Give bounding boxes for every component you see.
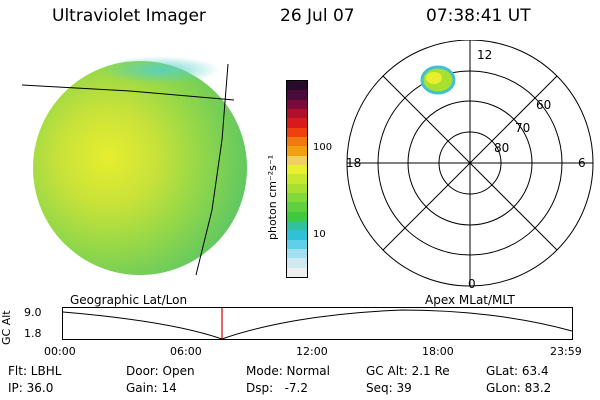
mlt-label-6: 6 <box>578 156 586 170</box>
status-glon: GLon: 83.2 <box>486 381 552 395</box>
altitude-curve <box>62 309 573 340</box>
colorbar-segment <box>287 248 307 259</box>
mlat-label-80: 80 <box>494 141 509 155</box>
geographic-label: Geographic Lat/Lon <box>70 293 188 307</box>
mlt-label-0: 0 <box>468 277 476 290</box>
colorbar-segment <box>287 146 307 156</box>
colorbar-segment <box>287 211 307 221</box>
colorbar-tick-100: 100 <box>313 142 333 153</box>
time-tick-1800: 18:00 <box>422 345 454 358</box>
status-glat: GLat: 63.4 <box>486 364 549 378</box>
polar-auroral-core <box>426 72 442 84</box>
colorbar-segment <box>287 258 307 268</box>
colorbar-segment <box>287 174 307 184</box>
polar-mlat-mlt-plot: 12 18 6 0 60 70 80 <box>346 40 594 290</box>
apex-label: Apex MLat/MLT <box>425 293 515 307</box>
time-tick-0600: 06:00 <box>170 345 202 358</box>
time-label: 07:38:41 UT <box>426 6 531 26</box>
mlt-label-18: 18 <box>346 156 361 170</box>
status-seq: Seq: 39 <box>366 381 412 395</box>
gc-alt-axis-label: GC Alt <box>0 310 13 345</box>
mlat-label-60: 60 <box>536 98 551 112</box>
polar-axis-diag-2 <box>382 75 558 251</box>
date-label: 26 Jul 07 <box>280 6 355 26</box>
colorbar-segment <box>287 230 307 240</box>
mlat-label-70: 70 <box>515 121 530 135</box>
color-scale-bar <box>286 80 308 278</box>
alt-tick-high: 9.0 <box>24 306 42 319</box>
status-dsp: Dsp: -7.2 <box>246 381 309 395</box>
colorbar-segment <box>287 202 307 212</box>
colorbar-segment <box>287 155 307 165</box>
alt-tick-low: 1.8 <box>24 327 42 340</box>
status-ip: IP: 36.0 <box>8 381 54 395</box>
colorbar-segment <box>287 118 307 128</box>
status-filter: Flt: LBHL <box>8 364 62 378</box>
colorbar-segment <box>287 267 307 277</box>
instrument-title: Ultraviolet Imager <box>52 6 206 26</box>
colorbar-segment <box>287 90 307 100</box>
colorbar-unit-label: photon cm⁻²s⁻¹ <box>266 154 279 240</box>
longitude-line <box>195 63 229 276</box>
time-tick-1200: 12:00 <box>296 345 328 358</box>
colorbar-segment <box>287 81 307 91</box>
colorbar-segment <box>287 108 307 119</box>
time-tick-0000: 00:00 <box>44 345 76 358</box>
status-gain: Gain: 14 <box>126 381 177 395</box>
altitude-timeline-plot <box>62 307 573 340</box>
status-door: Door: Open <box>126 364 195 378</box>
latitude-line <box>21 84 235 101</box>
colorbar-segment <box>287 192 307 203</box>
colorbar-segment <box>287 136 307 147</box>
colorbar-tick-10: 10 <box>313 229 326 240</box>
timeline-frame <box>62 307 573 340</box>
colorbar-segment <box>287 239 307 249</box>
colorbar-segment <box>287 220 307 231</box>
colorbar-segment <box>287 99 307 109</box>
status-mode: Mode: Normal <box>246 364 330 378</box>
colorbar-segment <box>287 164 307 175</box>
mlt-label-12: 12 <box>477 48 492 62</box>
earth-disk <box>33 61 247 275</box>
colorbar-segment <box>287 127 307 137</box>
colorbar-segment <box>287 183 307 193</box>
time-tick-2359: 23:59 <box>550 345 582 358</box>
status-gc-alt: GC Alt: 2.1 Re <box>366 364 450 378</box>
auroral-glow <box>100 56 220 84</box>
earth-disk-image <box>21 56 247 276</box>
